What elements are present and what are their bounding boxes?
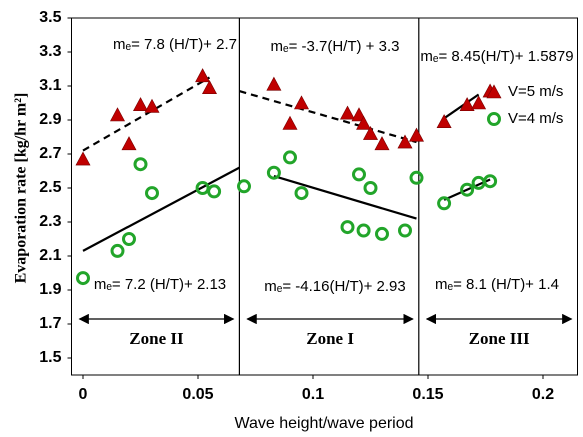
- equation: mₑ= -3.7(H/T) + 3.3: [271, 38, 400, 55]
- data-point: [436, 114, 452, 128]
- x-tick-label: 0.2: [532, 386, 554, 403]
- plot-frame: [71, 17, 578, 376]
- trend-line: [239, 90, 417, 144]
- data-point: [207, 184, 222, 199]
- y-tick-label: 2.1: [39, 247, 61, 264]
- data-point: [459, 97, 475, 111]
- y-tick-label: 2.5: [39, 179, 61, 196]
- data-point: [266, 76, 282, 91]
- data-point: [133, 157, 148, 172]
- y-tick-label: 2.9: [39, 111, 61, 128]
- equation: mₑ= 8.1 (H/T)+ 1.4: [435, 276, 559, 293]
- data-point: [460, 182, 475, 197]
- data-point: [471, 95, 487, 110]
- data-point: [356, 115, 372, 130]
- data-point: [75, 151, 91, 166]
- data-point: [351, 107, 367, 122]
- y-tick-label: 1.7: [39, 315, 61, 332]
- y-tick-label: 2.7: [39, 145, 61, 162]
- data-point: [110, 243, 125, 258]
- data-point: [408, 127, 425, 142]
- data-point: [352, 167, 366, 182]
- x-axis-label: Wave height/wave period: [234, 415, 413, 432]
- data-point: [145, 186, 159, 201]
- y-tick-label: 3.5: [39, 9, 61, 26]
- data-point: [374, 136, 390, 151]
- data-point: [109, 107, 126, 122]
- zone-label: Zone I: [306, 329, 354, 348]
- y-tick-label: 1.5: [39, 349, 61, 366]
- data-point: [340, 220, 355, 235]
- legend-label: V=4 m/s: [508, 110, 563, 127]
- y-axis-label: Evaporation rate [kg/hr m²]: [13, 93, 30, 284]
- data-point: [132, 97, 149, 111]
- equation: mₑ= 8.45(H/T)+ 1.5879: [420, 48, 573, 65]
- y-tick-label: 3.1: [39, 77, 61, 94]
- data-point: [282, 115, 298, 130]
- zone-label: Zone III: [469, 329, 530, 348]
- y-tick-label: 2.3: [39, 213, 61, 230]
- data-point: [375, 226, 389, 241]
- data-point: [121, 136, 137, 151]
- data-point: [195, 68, 211, 83]
- x-tick-label: 0: [79, 386, 88, 403]
- data-point: [398, 223, 412, 238]
- data-point: [237, 179, 251, 194]
- data-point: [409, 170, 424, 185]
- equation: mₑ= -4.16(H/T)+ 2.93: [264, 278, 405, 295]
- data-point: [201, 80, 218, 94]
- data-point: [283, 150, 297, 165]
- data-point: [483, 174, 498, 189]
- data-point: [437, 196, 452, 211]
- x-tick-label: 0.05: [182, 386, 213, 403]
- legend-marker: [487, 112, 501, 126]
- trend-line: [443, 178, 491, 201]
- trend-line: [82, 76, 211, 152]
- y-tick-label: 1.9: [39, 281, 61, 298]
- legend-marker: [486, 84, 502, 99]
- data-point: [76, 271, 90, 286]
- x-tick-label: 0.1: [302, 386, 324, 403]
- y-tick-label: 3.3: [39, 43, 61, 60]
- equation: mₑ= 7.8 (H/T)+ 2.7: [113, 36, 237, 53]
- equation: mₑ= 7.2 (H/T)+ 2.13: [94, 276, 226, 293]
- data-point: [293, 95, 310, 110]
- trend-line: [443, 93, 480, 120]
- data-point: [362, 125, 379, 140]
- data-point: [122, 232, 136, 246]
- data-point: [339, 105, 356, 120]
- data-point: [397, 134, 413, 149]
- data-point: [294, 186, 309, 201]
- data-point: [144, 98, 160, 113]
- data-point: [356, 223, 371, 238]
- data-point: [363, 181, 378, 195]
- data-point: [266, 165, 281, 180]
- trend-line: [273, 175, 417, 220]
- legend-label: V=5 m/s: [508, 83, 563, 100]
- zone-label: Zone II: [129, 329, 184, 348]
- trend-line: [82, 166, 240, 252]
- x-tick-label: 0.15: [412, 386, 443, 403]
